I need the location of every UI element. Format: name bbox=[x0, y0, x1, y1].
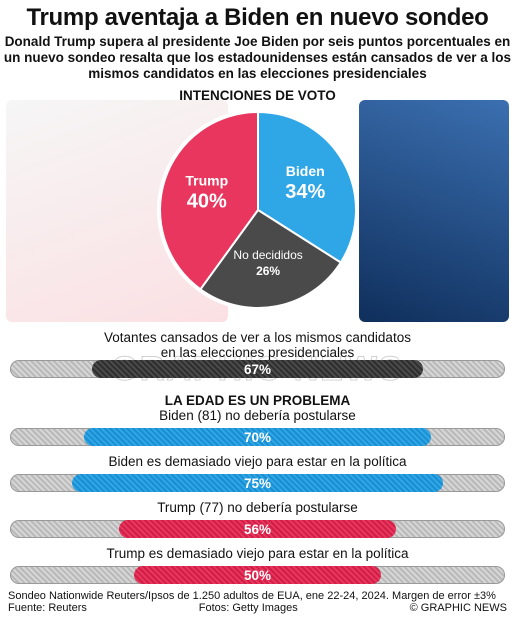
pie-slice-trump bbox=[159, 110, 259, 291]
copyright: © GRAPHIC NEWS bbox=[409, 602, 507, 614]
bar-track: 75% bbox=[10, 474, 505, 492]
bar-fill: 70% bbox=[84, 428, 431, 446]
pie-label-value: 34% bbox=[285, 181, 325, 203]
source-note: Sondeo Nationwide Reuters/Ipsos de 1.250… bbox=[8, 590, 496, 602]
bar-track: 67% bbox=[10, 360, 505, 378]
bar-track: 56% bbox=[10, 520, 505, 538]
bar-label: Trump (77) no debería postularse bbox=[157, 500, 358, 515]
footer: Sondeo Nationwide Reuters/Ipsos de 1.250… bbox=[8, 590, 507, 614]
bar-fill: 75% bbox=[71, 474, 444, 492]
photo-credit: Fotos: Getty Images bbox=[198, 602, 298, 614]
pie-label-name: Biden bbox=[286, 163, 325, 179]
pie-heading: INTENCIONES DE VOTO bbox=[179, 88, 336, 103]
bar-label: Biden es demasiado viejo para estar en l… bbox=[108, 454, 407, 469]
page-subtitle: Donald Trump supera al presidente Joe Bi… bbox=[3, 34, 512, 81]
pie-label-value: 26% bbox=[256, 264, 280, 278]
source-credit: Fuente: Reuters bbox=[8, 602, 87, 614]
bar-label: Votantes cansados de ver a los mismos ca… bbox=[104, 330, 411, 360]
bar-label: Trump es demasiado viejo para estar en l… bbox=[106, 546, 409, 561]
bar-fill: 56% bbox=[118, 520, 397, 538]
pie-label-name: No decididos bbox=[233, 248, 302, 262]
bar-track: 50% bbox=[10, 566, 505, 584]
pie-slice-no-decididos bbox=[198, 208, 343, 309]
pie-label-value: 40% bbox=[187, 190, 227, 212]
pie-chart: Trump 40% Biden 34% No decididos 26% bbox=[159, 110, 356, 309]
pie-label-name: Trump bbox=[185, 172, 228, 188]
bar-fill: 50% bbox=[133, 566, 382, 584]
biden-photo bbox=[359, 100, 509, 322]
bar-label: Biden (81) no debería postularse bbox=[159, 408, 356, 423]
age-heading: LA EDAD ES UN PROBLEMA bbox=[164, 393, 351, 408]
page-title: Trump aventaja a Biden en nuevo sondeo bbox=[26, 4, 489, 31]
bar-track: 70% bbox=[10, 428, 505, 446]
bar-fill: 67% bbox=[91, 360, 424, 378]
